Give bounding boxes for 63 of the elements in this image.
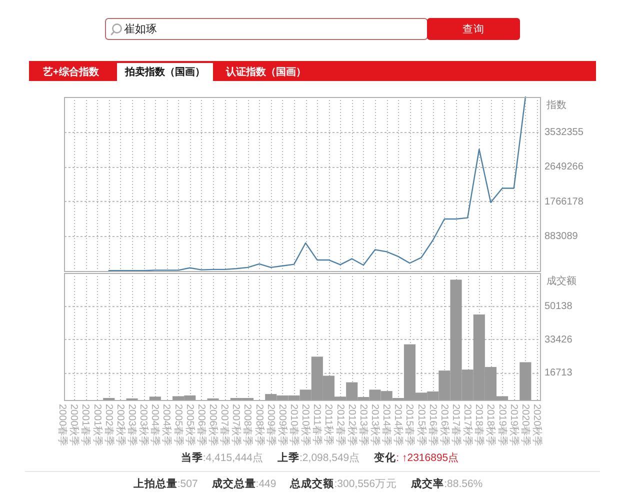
x-tick-label: 2003春季 [126,404,139,446]
x-tick-label: 2008春季 [242,404,254,446]
x-tick-label: 2010秋季 [300,404,312,446]
x-tick-label: 2014秋季 [392,404,405,446]
x-tick-label: 2001春季 [80,404,92,446]
text: 上季:2,098,549点 [276,451,360,464]
x-tick-label: 2010春季 [288,404,301,446]
y-tick-label: 2649266 [544,161,584,172]
x-tick-label: 2007春季 [219,404,232,446]
x-tick-label: 2012秋季 [346,404,358,446]
x-tick-label: 2008秋季 [254,404,266,446]
x-tick-label: 2001秋季 [92,404,104,446]
y-axis-title: 成交额 [546,274,576,286]
x-tick-label: 2019春季 [496,404,509,446]
x-tick-label: 2016秋季 [438,404,451,446]
text: 成交总量:449 [210,477,276,490]
x-tick-label: 2011秋季 [323,404,336,446]
text: 总成交额:300,556万元 [289,477,398,490]
x-tick-label: 2017春季 [450,404,462,446]
x-tick-label: 2018春季 [474,404,486,446]
text: 上拍总量:507 [132,477,198,490]
x-tick-label: 2016春季 [427,404,440,446]
y-tick-label: 883089 [544,230,578,242]
text: 成交率:88.56% [410,477,483,490]
text: 艺+综合指数 [42,66,100,78]
x-tick-label: 2006春季 [196,404,208,446]
x-tick-label: 2009秋季 [276,404,289,446]
x-tick-label: 2009春季 [265,404,278,446]
x-tick-label: 2017秋季 [462,404,474,446]
x-tick-label: 2006秋季 [208,404,220,446]
y-tick-label: 16713 [544,367,573,378]
x-tick-label: 2011春季 [312,404,324,446]
y-tick-label: 1766178 [544,196,584,207]
x-tick-label: 2007秋季 [230,404,243,446]
text: 崔如琢 [124,22,157,36]
x-tick-label: 2018秋季 [485,404,498,446]
x-tick-label: 2012春季 [334,404,347,446]
x-tick-label: 2013秋季 [370,404,382,446]
x-tick-label: 2000秋季 [68,404,81,446]
x-tick-label: 2014春季 [381,404,394,446]
x-tick-label: 2015春季 [404,404,416,446]
y-tick-label: 33426 [544,334,573,345]
x-tick-label: 2004秋季 [161,404,174,446]
x-tick-label: 2013春季 [358,404,370,446]
x-tick-label: 2004春季 [150,404,162,446]
x-tick-label: 2000春季 [57,404,70,446]
x-tick-label: 2005春季 [172,404,185,446]
x-tick-label: 2020春季 [520,404,532,446]
x-tick-label: 2019秋季 [508,404,520,446]
x-tick-label: 2020秋季 [532,404,544,446]
text: 查询 [462,22,484,36]
x-tick-label: 2003秋季 [138,404,150,446]
y-tick-label: 50138 [544,300,573,312]
text: 拍卖指数（国画） [124,66,205,78]
x-tick-label: 2005秋季 [184,404,196,446]
text: 认证指数（国画） [225,66,306,78]
text: 变化: ↑2316895点 [373,451,460,464]
x-tick-label: 2002春季 [103,404,116,446]
y-tick-label: 3532355 [544,126,584,138]
text: 当季:4,415,444点 [180,451,264,464]
x-tick-label: 2015秋季 [416,404,428,446]
y-axis-title: 指数 [546,98,566,110]
x-tick-label: 2002秋季 [114,404,127,446]
